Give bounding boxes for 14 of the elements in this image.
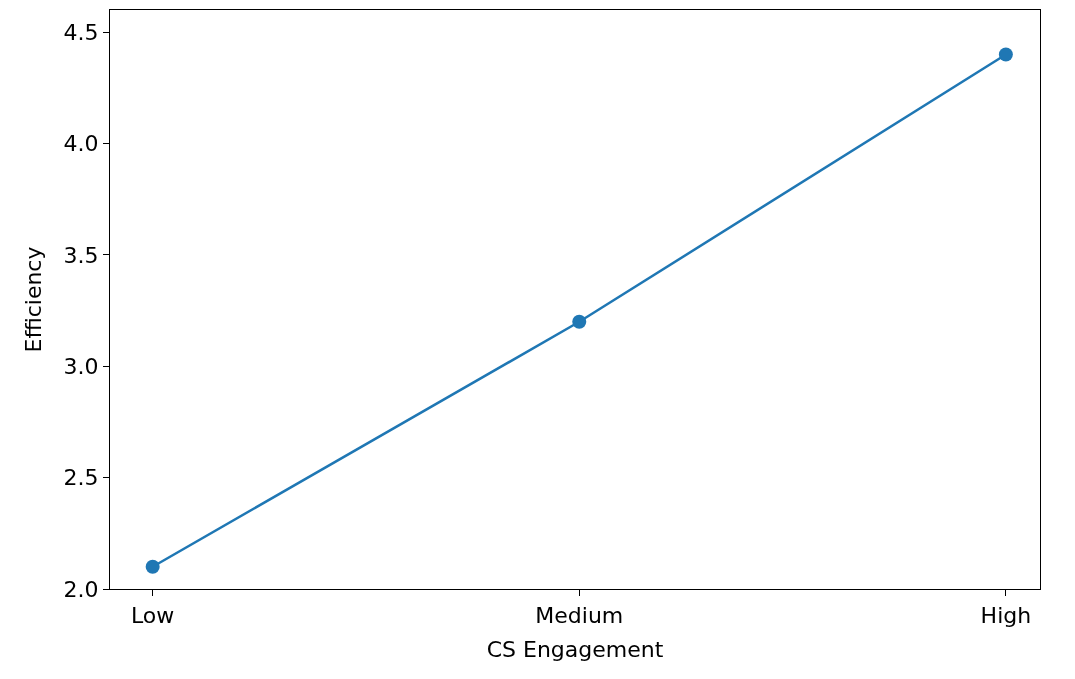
y-axis-title: Efficiency (21, 246, 47, 353)
x-tick-label: Low (131, 602, 175, 628)
point (145, 559, 160, 574)
y-tick-label: 3.5 (63, 242, 99, 268)
point (998, 47, 1013, 62)
x-tick-label: Medium (535, 602, 624, 628)
y-tick-label: 2.5 (63, 465, 99, 491)
point (572, 314, 587, 329)
y-tick-label: 2.0 (63, 576, 99, 602)
y-tick-label: 3.0 (63, 354, 99, 380)
x-axis-title: CS Engagement (486, 637, 664, 663)
y-tick-label: 4.0 (63, 131, 99, 157)
x-tick-label: High (980, 602, 1032, 628)
y-tick-label: 4.5 (63, 19, 99, 45)
